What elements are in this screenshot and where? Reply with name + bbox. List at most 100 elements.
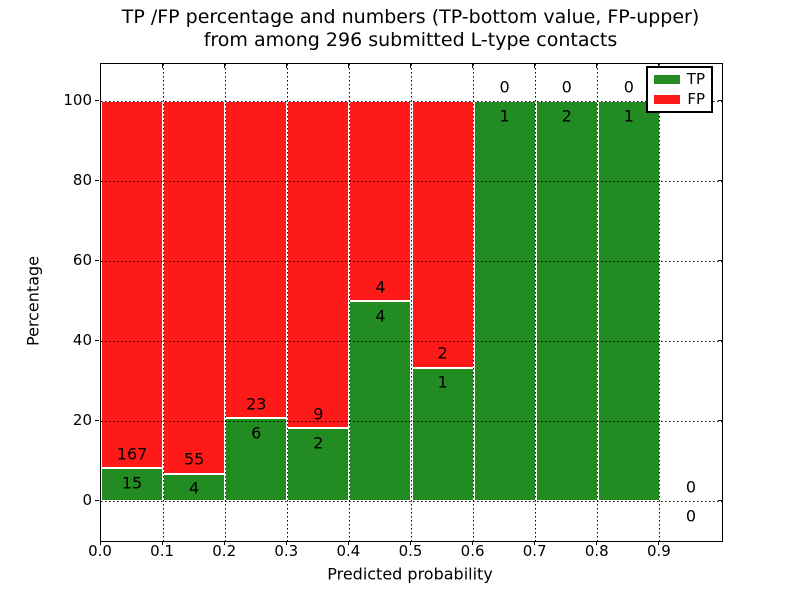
x-tick-0.3: [285, 541, 287, 545]
x-tick-0.8: [596, 541, 598, 545]
x-tick-label-0.8: 0.8: [584, 542, 609, 560]
y-tick-0: [95, 499, 99, 501]
gridline-y-20: [101, 420, 722, 422]
bar-fp-0: [101, 101, 164, 469]
bar-count-tp-6: 1: [499, 106, 510, 125]
x-tick-label-0.3: 0.3: [274, 542, 299, 560]
y-tick-right-40: [718, 339, 722, 341]
legend-fp-label: FP: [687, 89, 705, 108]
bar-count-tp-5: 1: [437, 372, 448, 392]
gridline-x-0.3: [286, 64, 288, 541]
gridline-y-60: [101, 260, 722, 262]
x-tick-top-0.2: [223, 64, 225, 68]
gridline-x-0.1: [162, 64, 164, 541]
bar-count-tp-7: 2: [561, 106, 572, 125]
gridline-x-0.2: [224, 64, 226, 541]
bar-count-tp-0: 15: [121, 473, 143, 493]
x-tick-0.7: [534, 541, 536, 545]
x-tick-label-0.4: 0.4: [336, 542, 361, 560]
bar-tp-1: [163, 473, 226, 501]
bar-count-tp-9: 0: [685, 506, 697, 525]
legend-tp-swatch: [654, 75, 680, 85]
gridline-x-0.8: [597, 64, 599, 541]
bar-fp-3: [287, 101, 350, 429]
plot-area: 167 15 55 4 23 6 9 2 4 4 2 1 0 1 0 2 0 1 0 0: [100, 63, 723, 542]
x-tick-top-0.7: [534, 64, 536, 68]
x-tick-0.1: [161, 541, 163, 545]
bar-count-fp-5: 2: [437, 343, 448, 363]
legend: TP FP: [646, 66, 713, 113]
x-tick-label-0.9: 0.9: [646, 542, 671, 560]
x-tick-label-0.7: 0.7: [522, 542, 547, 560]
x-tick-label-0.5: 0.5: [398, 542, 423, 560]
bar-count-fp-0: 167: [116, 444, 148, 464]
bar-count-tp-2: 6: [251, 423, 262, 443]
gridline-x-0.4: [348, 64, 350, 541]
bar-fp-2: [225, 101, 288, 419]
x-tick-top-0.3: [285, 64, 287, 68]
bar-count-fp-4: 4: [375, 277, 386, 296]
y-tick-right-100: [718, 99, 722, 101]
y-tick-right-60: [718, 259, 722, 261]
bar-tp-4: [349, 301, 412, 501]
x-tick-label-0.0: 0.0: [88, 542, 112, 560]
gridline-x-0.5: [411, 64, 412, 541]
y-tick-label-60: 60: [72, 251, 92, 269]
chart-title-line1: TP /FP percentage and numbers (TP-bottom…: [121, 6, 700, 28]
x-tick-top-0.6: [472, 64, 474, 68]
x-tick-0.2: [223, 541, 225, 545]
bar-count-fp-7: 0: [561, 77, 572, 96]
x-tick-0.9: [658, 541, 660, 545]
bar-tp-7: [535, 101, 598, 501]
y-tick-40: [95, 339, 99, 341]
gridline-y-0: [101, 500, 722, 502]
x-tick-label-0.6: 0.6: [460, 542, 485, 560]
y-tick-right-80: [718, 179, 722, 181]
gridline-x-0.9: [659, 64, 661, 541]
x-tick-label-0.1: 0.1: [150, 542, 175, 560]
bar-count-tp-4: 4: [375, 306, 386, 325]
bar-tp-0: [101, 468, 164, 501]
y-tick-right-0: [718, 499, 722, 501]
x-tick-top-0.8: [596, 64, 598, 68]
legend-entry-fp: FP: [654, 89, 705, 108]
gridline-y-100: [101, 100, 722, 102]
bar-tp-3: [287, 428, 350, 501]
y-tick-label-20: 20: [72, 411, 92, 429]
gridline-x-0.7: [535, 64, 537, 541]
x-tick-0.0: [99, 541, 101, 545]
bar-tp-2: [225, 418, 288, 501]
y-tick-right-20: [718, 419, 722, 421]
x-tick-top-0.5: [410, 64, 411, 68]
gridline-y-80: [101, 180, 722, 182]
gridline-x-0.6: [473, 64, 475, 541]
bar-fp-5: [411, 101, 474, 368]
bar-count-fp-8: 0: [623, 77, 634, 96]
bar-count-fp-9: 0: [685, 477, 697, 496]
y-tick-label-80: 80: [72, 171, 92, 189]
y-tick-label-0: 0: [82, 491, 92, 509]
bar-count-tp-8: 1: [623, 106, 634, 125]
legend-fp-swatch: [654, 94, 680, 104]
chart-title: TP /FP percentage and numbers (TP-bottom…: [100, 6, 721, 52]
y-tick-60: [95, 259, 99, 261]
y-tick-100: [95, 99, 99, 101]
y-tick-20: [95, 419, 99, 421]
bar-count-tp-3: 2: [313, 433, 324, 453]
gridline-y-40: [101, 340, 722, 342]
bar-tp-5: [411, 367, 474, 501]
y-tick-80: [95, 179, 99, 181]
legend-entry-tp: TP: [654, 72, 705, 87]
bar-tp-6: [473, 101, 536, 501]
x-tick-0.6: [472, 541, 474, 545]
bar-fp-4: [349, 101, 412, 301]
bar-count-fp-3: 9: [313, 404, 324, 424]
bar-fp-1: [163, 101, 226, 474]
y-tick-label-40: 40: [72, 331, 92, 349]
x-tick-top-0.1: [161, 64, 163, 68]
x-tick-0.5: [410, 541, 411, 545]
y-tick-label-100: 100: [63, 91, 92, 109]
x-tick-0.4: [347, 541, 349, 545]
x-tick-top-0.4: [347, 64, 349, 68]
